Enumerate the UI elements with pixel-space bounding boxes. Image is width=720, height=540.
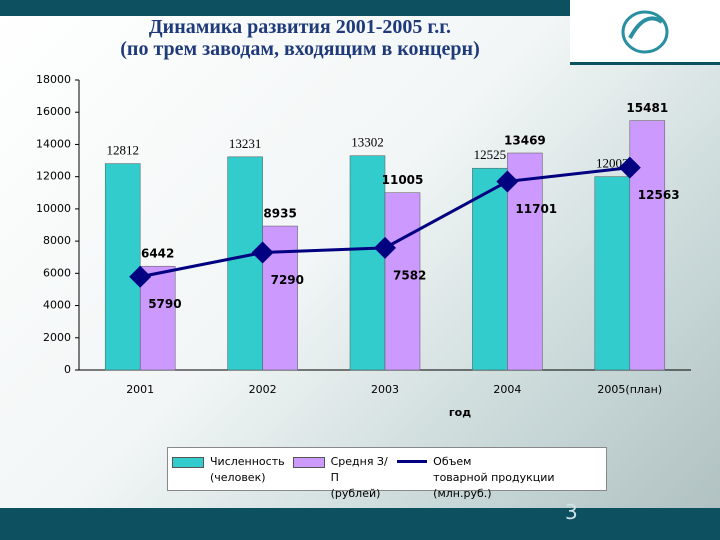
marker — [618, 156, 641, 179]
data-label: 13302 — [351, 135, 384, 150]
legend-label: Объем товарной продукции (млн.руб.) — [433, 455, 555, 500]
y-tick-label: 12000 — [36, 170, 71, 183]
y-tick-label: 2000 — [43, 331, 71, 344]
data-label: 11005 — [382, 173, 424, 187]
page-number: 3 — [565, 500, 578, 524]
x-tick-label: 2001 — [126, 383, 154, 396]
bottom-bar — [0, 508, 720, 540]
data-label: 13231 — [229, 136, 262, 151]
y-tick-label: 8000 — [43, 234, 71, 247]
legend-item: Объем товарной продукции (млн.руб.) — [393, 448, 606, 500]
legend-item: Средня З/П (рублей) — [289, 448, 394, 500]
bar — [349, 155, 386, 371]
x-tick-label: 2004 — [493, 383, 521, 396]
bar — [507, 152, 543, 371]
x-axis-label: год — [449, 406, 471, 419]
y-tick-label: 14000 — [36, 137, 71, 150]
marker — [129, 265, 152, 288]
legend-swatch — [292, 457, 325, 468]
data-label: 5790 — [148, 297, 181, 311]
bar — [472, 167, 508, 371]
legend-label: Численность (человек) — [210, 455, 285, 484]
y-tick-label: 0 — [64, 363, 71, 376]
data-label: 12525 — [474, 147, 507, 162]
y-tick-label: 18000 — [36, 73, 71, 86]
x-tick-label: 2005(план) — [597, 383, 662, 396]
legend-item: Численность (человек) — [168, 448, 289, 490]
bar — [139, 265, 176, 371]
data-label: 7290 — [271, 273, 304, 287]
bar — [384, 192, 421, 371]
marker — [251, 241, 274, 264]
legend-label: Средня З/П (рублей) — [330, 455, 388, 500]
y-tick-label: 4000 — [43, 299, 71, 312]
data-label: 11701 — [515, 202, 557, 216]
bar — [629, 120, 666, 371]
data-label: 12812 — [106, 143, 139, 158]
x-tick-label: 2003 — [371, 383, 399, 396]
chart: 0 2000 4000 6000 8000 10000 12000 14000 16000 180… — [36, 73, 691, 419]
data-label: 8935 — [263, 207, 296, 221]
bar — [594, 176, 631, 371]
data-label: 12563 — [638, 188, 680, 202]
legend-swatch — [397, 460, 428, 463]
legend: Численность (человек) Средня З/П (рублей)… — [167, 447, 607, 500]
y-tick-label: 6000 — [43, 266, 71, 279]
y-tick-label: 10000 — [36, 202, 71, 215]
bar — [104, 163, 141, 371]
top-bar — [0, 0, 570, 16]
logo — [621, 10, 669, 54]
bar — [227, 156, 263, 371]
logo-area — [570, 0, 720, 65]
title: Динамика развития 2001-2005 г.г. — [148, 16, 452, 38]
marker — [496, 170, 519, 193]
legend-swatch — [172, 457, 204, 468]
x-tick-label: 2002 — [249, 383, 277, 396]
subtitle: (по трем заводам, входящим в концерн) — [120, 38, 480, 60]
y-tick-label: 16000 — [36, 105, 71, 118]
data-label: 15481 — [626, 101, 668, 115]
marker — [374, 236, 396, 259]
data-label: 13469 — [504, 133, 546, 147]
data-label: 6442 — [141, 247, 174, 261]
data-label: 7582 — [393, 268, 426, 282]
